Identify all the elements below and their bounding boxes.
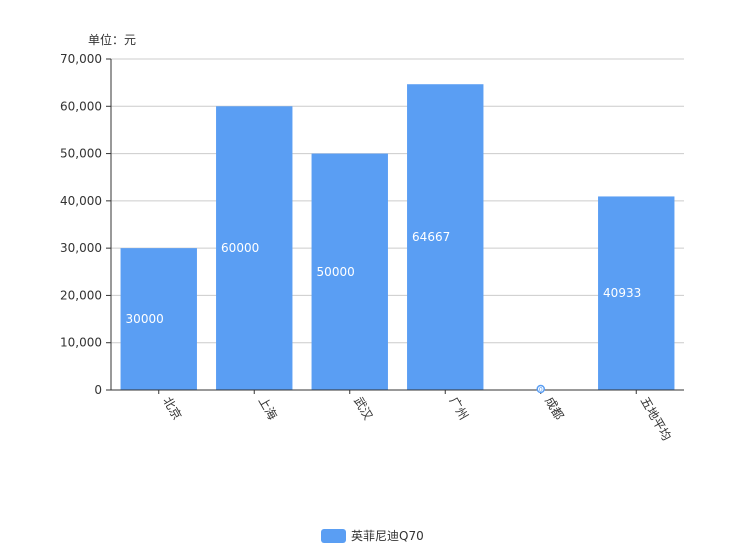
data-label: 30000 — [126, 312, 164, 326]
legend[interactable]: 英菲尼迪Q70 — [321, 527, 424, 544]
data-labels: 30000 60000 50000 64667 0 40933 — [126, 230, 642, 393]
bars — [120, 84, 675, 391]
y-axis-unit-label: 单位：元 — [88, 33, 137, 47]
x-tick-labels: 北京 上海 武汉 广州 成都 五地平均 — [160, 394, 674, 443]
y-tick-label: 30,000 — [60, 241, 102, 255]
x-tick-label: 五地平均 — [638, 395, 674, 444]
legend-label: 英菲尼迪Q70 — [351, 529, 424, 543]
bar-5[interactable] — [598, 196, 675, 390]
y-tick-label: 10,000 — [60, 336, 102, 350]
data-label: 60000 — [221, 241, 259, 255]
data-label: 50000 — [317, 265, 355, 279]
x-tick-label: 成都 — [542, 395, 566, 423]
x-tick-label: 北京 — [160, 395, 184, 423]
y-tick-label: 60,000 — [60, 99, 102, 113]
x-tick-label: 武汉 — [351, 395, 375, 423]
y-tick-label: 40,000 — [60, 194, 102, 208]
data-label: 0 — [539, 387, 543, 394]
y-tick-labels: 0 10,000 20,000 30,000 40,000 50,000 60,000 70,… — [60, 52, 102, 397]
data-label: 64667 — [412, 230, 450, 244]
y-tick-label: 0 — [94, 383, 102, 397]
data-label: 40933 — [603, 286, 641, 300]
bar-3[interactable] — [407, 84, 484, 390]
bar-0[interactable] — [120, 248, 197, 390]
y-tick-label: 70,000 — [60, 52, 102, 66]
y-tick-label: 20,000 — [60, 288, 102, 302]
bar-1[interactable] — [216, 106, 293, 391]
gridlines — [111, 58, 684, 344]
legend-swatch — [321, 528, 346, 543]
x-tick-label: 上海 — [256, 394, 281, 422]
zero-value-marker — [536, 384, 545, 394]
bar-2[interactable] — [311, 153, 388, 390]
x-tick-label: 广州 — [447, 395, 471, 423]
y-tick-label: 50,000 — [60, 147, 102, 161]
